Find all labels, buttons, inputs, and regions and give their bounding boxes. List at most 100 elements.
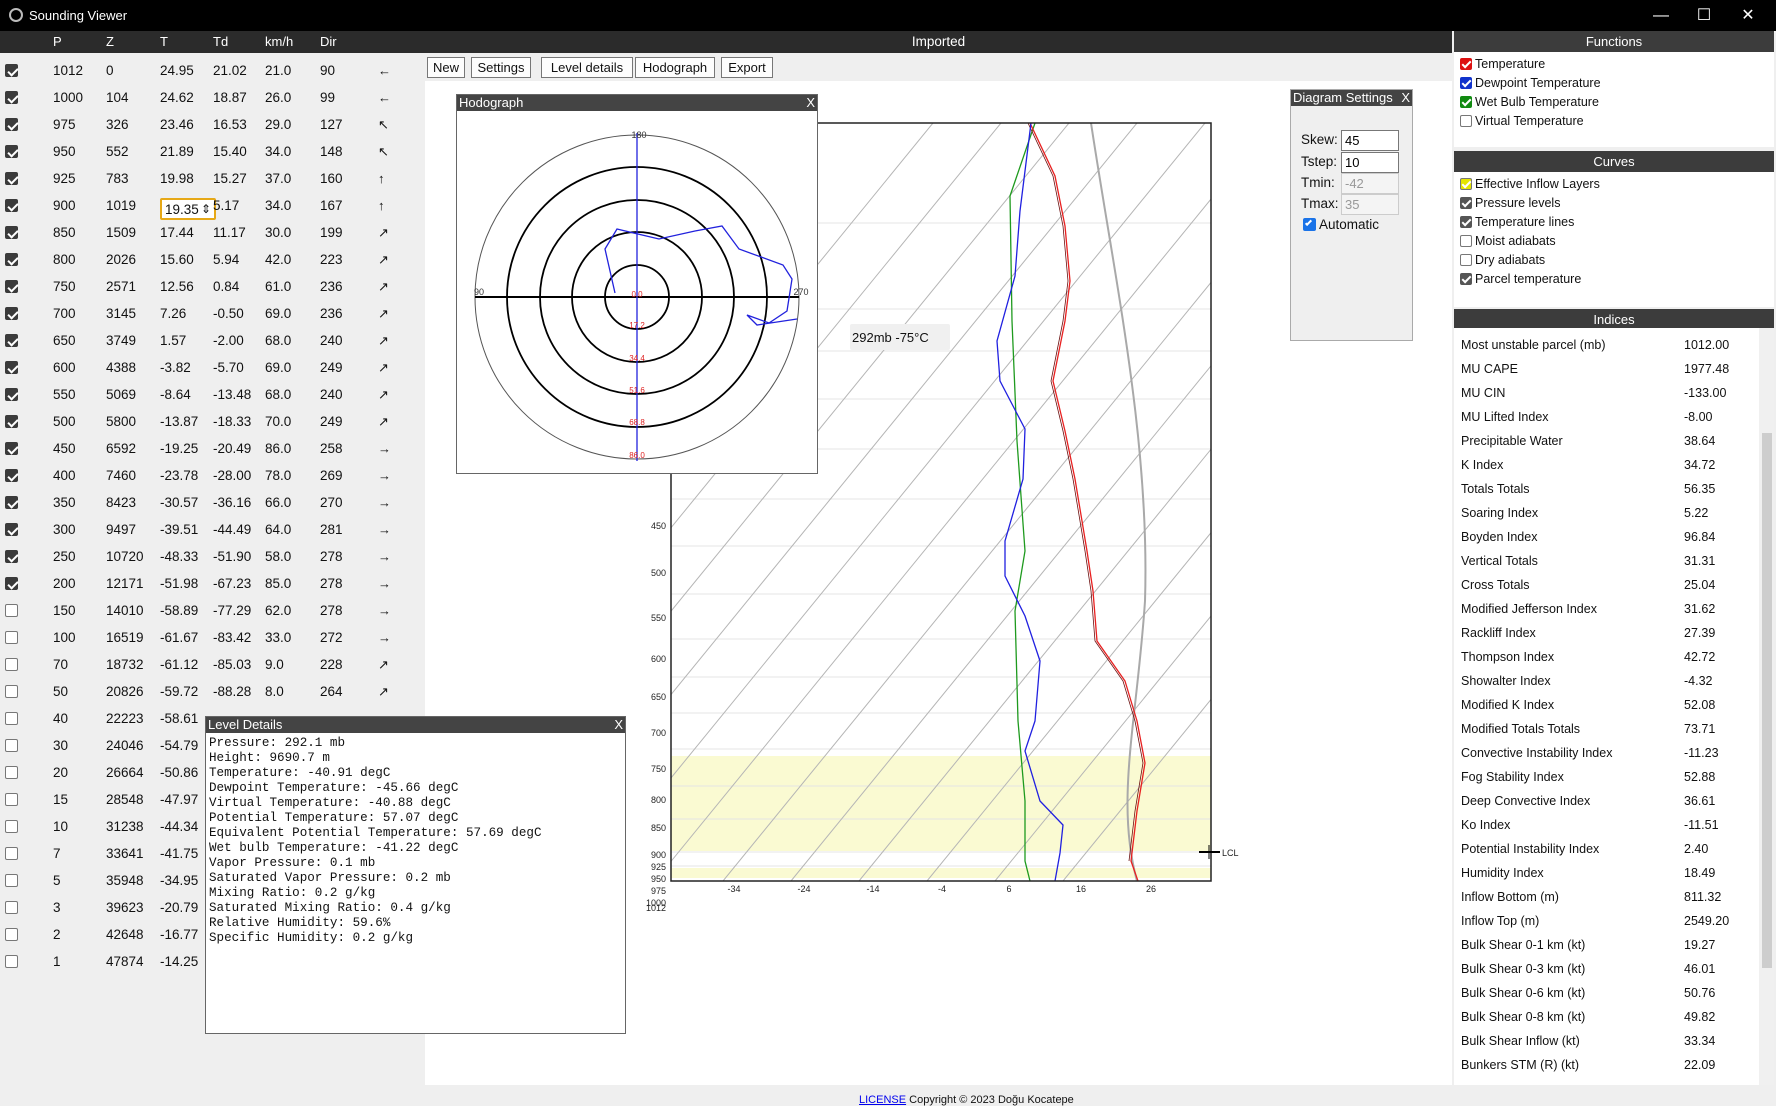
cell-dir[interactable]: 99 (320, 90, 336, 105)
row-checkbox[interactable] (5, 658, 18, 671)
table-row[interactable]: 700 3145 7.26 -0.50 69.0 236 ↗ (0, 300, 425, 327)
indices-scrollbar[interactable] (1759, 328, 1774, 1085)
curves-option[interactable]: Pressure levels (1460, 196, 1560, 210)
row-checkbox[interactable] (5, 496, 18, 509)
cell-z[interactable]: 1509 (106, 225, 137, 240)
cell-p[interactable]: 30 (53, 738, 69, 753)
checkbox-icon[interactable] (1460, 115, 1472, 127)
row-checkbox[interactable] (5, 874, 18, 887)
cell-p[interactable]: 750 (53, 279, 76, 294)
curves-option[interactable]: Temperature lines (1460, 215, 1574, 229)
skew-input[interactable] (1341, 130, 1399, 151)
cell-kmh[interactable]: 66.0 (265, 495, 292, 510)
checkbox-icon[interactable] (1460, 254, 1472, 266)
cell-z[interactable]: 0 (106, 63, 114, 78)
cell-p[interactable]: 100 (53, 630, 76, 645)
functions-option[interactable]: Wet Bulb Temperature (1460, 95, 1599, 109)
table-row[interactable]: 20 26664 -50.86 (0, 759, 425, 786)
table-row[interactable]: 300 9497 -39.51 -44.49 64.0 281 → (0, 516, 425, 543)
cell-td[interactable]: 5.94 (213, 252, 240, 267)
cell-kmh[interactable]: 62.0 (265, 603, 292, 618)
cell-kmh[interactable]: 69.0 (265, 306, 292, 321)
automatic-checkbox[interactable]: Automatic (1303, 217, 1379, 232)
tstep-input[interactable] (1341, 152, 1399, 173)
cell-t[interactable]: 19.98 (160, 171, 194, 186)
row-checkbox[interactable] (5, 901, 18, 914)
level-details-title-bar[interactable]: Level Details X (206, 717, 625, 733)
cell-p[interactable]: 10 (53, 819, 69, 834)
row-checkbox[interactable] (5, 172, 18, 185)
table-row[interactable]: 30 24046 -54.79 (0, 732, 425, 759)
checkbox-icon[interactable] (1460, 58, 1472, 70)
row-checkbox[interactable] (5, 550, 18, 563)
cell-z[interactable]: 5069 (106, 387, 137, 402)
row-checkbox[interactable] (5, 928, 18, 941)
cell-z[interactable]: 42648 (106, 927, 144, 942)
table-row[interactable]: 500 5800 -13.87 -18.33 70.0 249 ↗ (0, 408, 425, 435)
skewt-diagram[interactable]: 450 500 550 600 650 700 750 800 850 900 … (425, 81, 1452, 1085)
row-checkbox[interactable] (5, 685, 18, 698)
checkbox-icon[interactable] (1460, 96, 1472, 108)
diagram-settings-window[interactable]: Diagram Settings X Skew: Tstep: Tmin: Tm… (1290, 89, 1413, 341)
row-checkbox[interactable] (5, 307, 18, 320)
cell-kmh[interactable]: 68.0 (265, 333, 292, 348)
cell-kmh[interactable]: 64.0 (265, 522, 292, 537)
table-row[interactable]: 900 1019 19.35 ⇕ 5.17 34.0 167 ↑ (0, 192, 425, 220)
cell-p[interactable]: 500 (53, 414, 76, 429)
hodograph-button[interactable]: Hodograph (635, 57, 715, 78)
cell-kmh[interactable]: 8.0 (265, 684, 284, 699)
cell-p[interactable]: 450 (53, 441, 76, 456)
cell-z[interactable]: 26664 (106, 765, 144, 780)
table-row[interactable]: 250 10720 -48.33 -51.90 58.0 278 → (0, 543, 425, 570)
cell-td[interactable]: -0.50 (213, 306, 244, 321)
cell-dir[interactable]: 148 (320, 144, 343, 159)
cell-td[interactable]: 11.17 (213, 225, 246, 240)
cell-p[interactable]: 200 (53, 576, 76, 591)
cell-kmh[interactable]: 29.0 (265, 117, 292, 132)
cell-td[interactable]: -13.48 (213, 387, 252, 402)
row-checkbox[interactable] (5, 64, 18, 77)
cell-p[interactable]: 850 (53, 225, 76, 240)
cell-dir[interactable]: 270 (320, 495, 343, 510)
cell-p[interactable]: 400 (53, 468, 76, 483)
cell-p[interactable]: 40 (53, 711, 69, 726)
cell-p[interactable]: 150 (53, 603, 76, 618)
level-details-close-button[interactable]: X (614, 717, 623, 732)
cell-p[interactable]: 600 (53, 360, 76, 375)
cell-p[interactable]: 1012 (53, 63, 84, 78)
temperature-edit-input[interactable]: 19.35 ⇕ (160, 198, 216, 220)
hodograph-title-bar[interactable]: Hodograph X (457, 95, 817, 111)
automatic-check-icon[interactable] (1303, 218, 1316, 231)
diagram-settings-close-button[interactable]: X (1401, 90, 1410, 105)
cell-kmh[interactable]: 34.0 (265, 198, 292, 213)
spinner-icon[interactable]: ⇕ (200, 202, 211, 216)
cell-kmh[interactable]: 9.0 (265, 657, 284, 672)
cell-t[interactable]: -44.34 (160, 819, 199, 834)
checkbox-icon[interactable] (1460, 273, 1472, 285)
table-row[interactable]: 800 2026 15.60 5.94 42.0 223 ↗ (0, 246, 425, 273)
cell-t[interactable]: -50.86 (160, 765, 199, 780)
diagram-settings-title-bar[interactable]: Diagram Settings X (1291, 90, 1412, 106)
cell-td[interactable]: -44.49 (213, 522, 252, 537)
cell-p[interactable]: 7 (53, 846, 61, 861)
row-checkbox[interactable] (5, 469, 18, 482)
row-checkbox[interactable] (5, 442, 18, 455)
cell-kmh[interactable]: 61.0 (265, 279, 292, 294)
cell-p[interactable]: 950 (53, 144, 76, 159)
cell-td[interactable]: 21.02 (213, 63, 247, 78)
cell-td[interactable]: 16.53 (213, 117, 247, 132)
cell-t[interactable]: 1.57 (160, 333, 187, 348)
cell-dir[interactable]: 127 (320, 117, 343, 132)
table-row[interactable]: 600 4388 -3.82 -5.70 69.0 249 ↗ (0, 354, 425, 381)
table-row[interactable]: 950 552 21.89 15.40 34.0 148 ↖ (0, 138, 425, 165)
cell-t[interactable]: -58.89 (160, 603, 199, 618)
cell-p[interactable]: 20 (53, 765, 69, 780)
cell-z[interactable]: 3145 (106, 306, 137, 321)
cell-dir[interactable]: 272 (320, 630, 343, 645)
cell-t[interactable]: -51.98 (160, 576, 199, 591)
row-checkbox[interactable] (5, 199, 18, 212)
cell-dir[interactable]: 199 (320, 225, 343, 240)
cell-z[interactable]: 326 (106, 117, 129, 132)
cell-t[interactable]: -61.12 (160, 657, 199, 672)
cell-z[interactable]: 104 (106, 90, 129, 105)
